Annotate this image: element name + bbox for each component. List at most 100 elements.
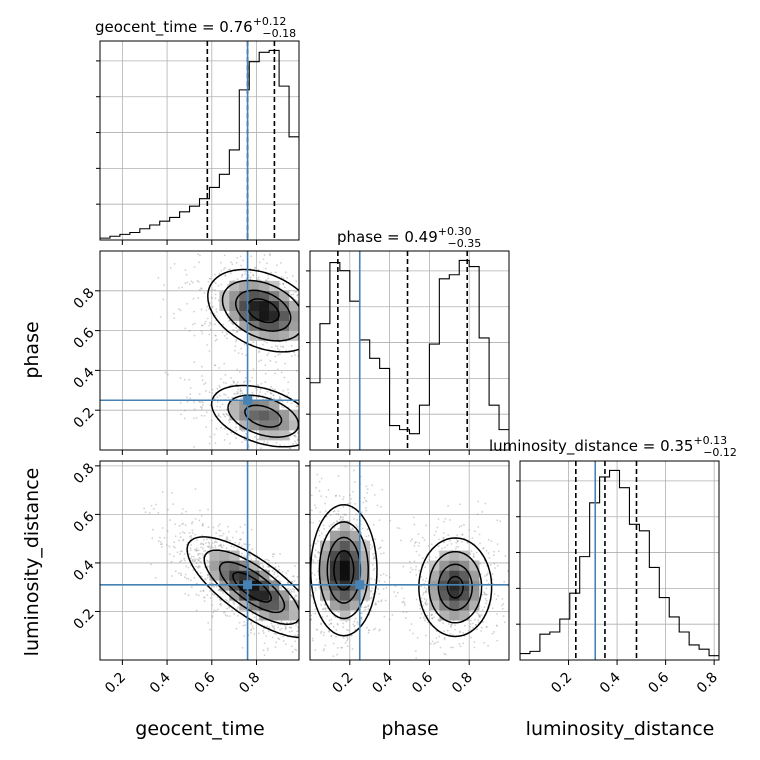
sample-point [236,390,239,393]
sample-point [200,308,203,311]
sample-point [215,308,218,311]
sample-point [235,331,238,334]
sample-point [223,414,225,416]
sample-point [158,536,161,539]
sample-point [243,430,246,433]
sample-point [294,291,297,294]
sample-point [208,333,211,336]
sample-point [301,616,303,618]
sample-point [221,534,223,537]
sample-point [257,268,260,271]
density-cell [259,590,270,601]
sample-point [207,552,210,555]
sample-point [203,596,206,599]
sample-point [243,380,246,383]
density-cell [469,600,480,611]
sample-point [209,582,211,584]
sample-point [293,580,296,582]
sample-point [370,596,373,599]
sample-point [416,636,419,639]
sample-point [346,636,349,639]
sample-point [403,604,406,607]
sample-point [300,298,302,300]
sample-point [301,445,303,447]
sample-point [221,546,224,549]
sample-point [472,556,475,559]
sample-point [220,545,223,548]
sample-point [427,621,429,624]
sample-point [367,608,370,611]
sample-point [219,603,221,606]
x-tick-label: 0.2 [102,670,129,697]
sample-point [201,522,204,525]
sample-point [463,624,466,627]
sample-point [303,350,305,352]
sample-point [278,667,280,669]
sample-point [197,564,200,567]
sample-point [365,485,368,488]
sample-point [341,311,343,313]
sample-point [423,539,426,541]
sample-point [473,646,476,649]
sample-point [319,608,321,610]
sample-point [279,353,281,355]
sample-point [459,645,462,648]
sample-point [314,554,316,556]
sample-point [225,408,228,411]
sample-point [314,406,316,408]
sample-point [197,253,200,256]
sample-point [293,351,296,354]
sample-point [346,645,349,648]
sample-point [494,567,496,569]
sample-point [193,334,196,337]
sample-point [367,605,370,607]
sample-point [231,396,233,399]
sample-point [189,387,192,390]
density-cell [259,600,270,611]
sample-point [417,544,420,547]
density-cell [469,560,480,571]
sample-point [290,626,293,629]
sample-point [170,492,173,494]
sample-point [442,532,445,534]
truth-marker [355,580,365,590]
sample-point [231,536,234,539]
sample-point [496,625,498,627]
sample-point [427,545,430,547]
density-cell [229,560,240,571]
sample-point [363,497,366,499]
sample-point [296,439,299,442]
sample-point [201,553,204,555]
sample-point [296,294,299,297]
sample-point [372,523,375,526]
sample-point [310,458,312,460]
sample-point [208,277,211,280]
sample-point [294,571,296,573]
sample-point [229,539,232,542]
sample-point [493,593,496,595]
sample-point [426,603,429,605]
sample-point [226,284,229,286]
sample-point [293,588,296,591]
sample-point [342,636,345,639]
density-cell [269,590,280,601]
sample-point [422,578,425,581]
sample-point [312,630,314,632]
sample-point [333,361,335,363]
sample-point [187,577,190,580]
sample-point [315,636,317,638]
sample-point [215,427,218,430]
sample-point [228,606,231,609]
sample-point [311,272,313,274]
sample-point [250,621,253,624]
sample-point [314,587,317,590]
sample-point [286,679,288,681]
sample-point [353,639,355,641]
sample-point [353,662,355,664]
sample-point [322,603,324,605]
sample-point [483,591,485,594]
sample-point [211,585,214,587]
sample-point [184,592,187,595]
sample-point [402,565,405,568]
sample-point [206,317,209,320]
